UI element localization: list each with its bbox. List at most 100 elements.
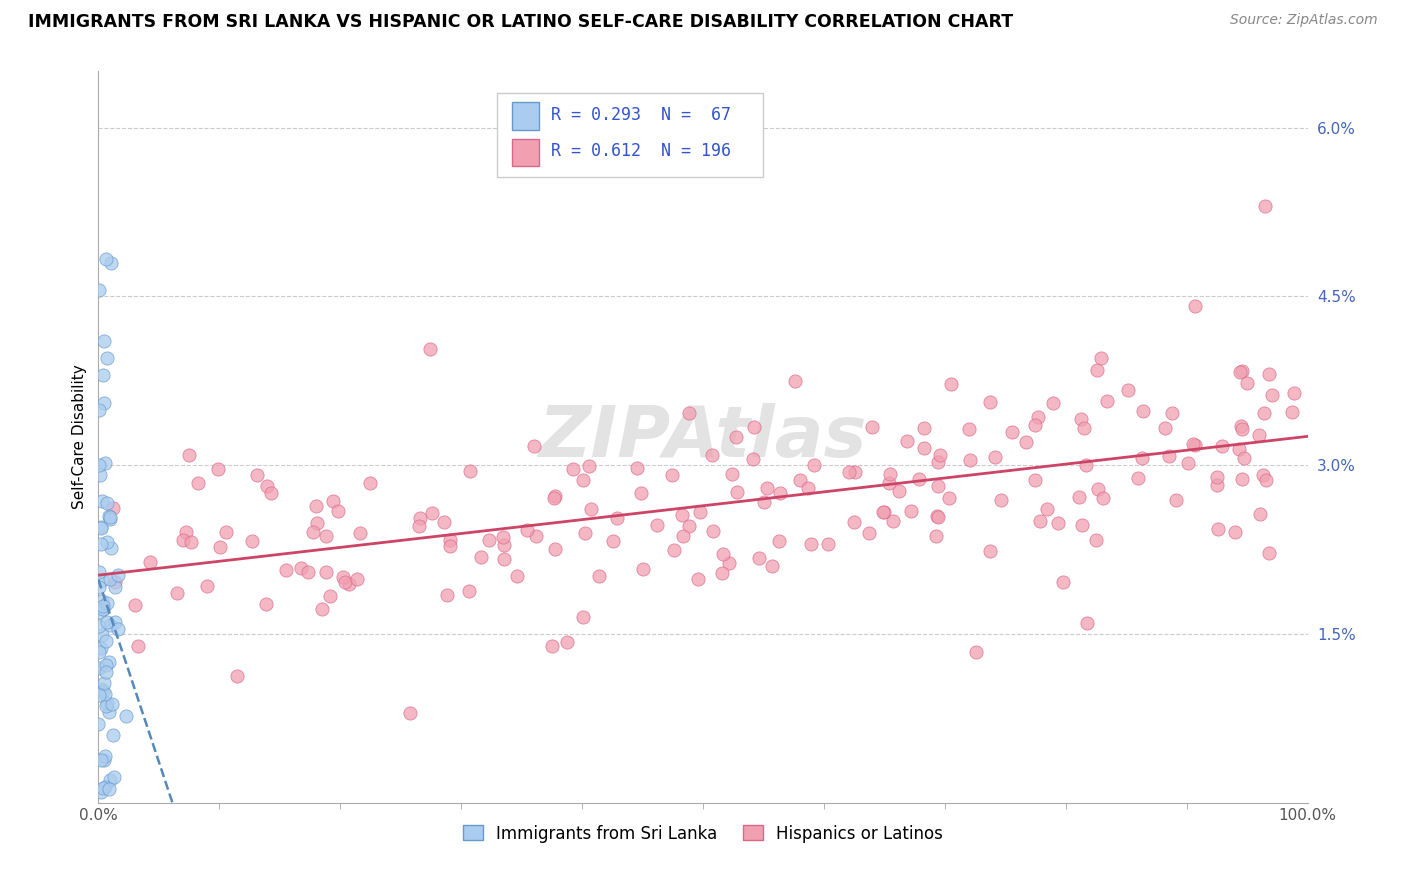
Point <box>1184 438 1206 452</box>
Point <box>544 541 567 556</box>
Point <box>214 524 236 539</box>
Point <box>333 575 356 590</box>
Point <box>89 619 111 633</box>
Point <box>1230 472 1253 486</box>
Point <box>1076 458 1098 472</box>
Point <box>177 448 200 462</box>
Point <box>908 472 931 486</box>
Point <box>872 505 894 519</box>
Point <box>769 486 792 500</box>
Point <box>689 504 711 518</box>
Point <box>98 572 121 586</box>
Point <box>89 521 111 535</box>
Point <box>172 533 194 548</box>
Point <box>1284 386 1306 401</box>
Point <box>94 698 117 713</box>
Point <box>1236 376 1258 390</box>
Point <box>562 462 585 476</box>
Point <box>139 555 162 569</box>
Point <box>858 525 880 540</box>
Point <box>208 541 231 555</box>
Point <box>104 581 127 595</box>
Point <box>1229 365 1251 379</box>
Point <box>555 634 578 648</box>
Point <box>1254 199 1277 213</box>
Point <box>94 252 117 266</box>
Point <box>543 491 565 506</box>
Point <box>688 572 710 586</box>
Point <box>838 465 860 479</box>
Point <box>1159 449 1181 463</box>
Point <box>1071 518 1094 533</box>
Point <box>96 696 118 710</box>
Point <box>315 566 337 580</box>
Point <box>101 501 124 516</box>
Point <box>588 569 610 583</box>
Point <box>882 514 904 528</box>
Point <box>1073 421 1095 435</box>
Point <box>979 544 1001 558</box>
Point <box>626 461 648 475</box>
Point <box>98 782 121 797</box>
Point <box>925 509 948 524</box>
Point <box>844 465 866 479</box>
Point <box>929 448 952 462</box>
Point <box>398 706 420 720</box>
Point <box>540 640 562 654</box>
Point <box>419 343 441 357</box>
Point <box>574 525 596 540</box>
Point <box>91 780 114 795</box>
Point <box>1160 406 1182 420</box>
Point <box>678 406 700 420</box>
Point <box>91 368 114 383</box>
Point <box>1116 383 1139 397</box>
Point <box>879 467 901 482</box>
Point <box>1126 470 1149 484</box>
Point <box>1251 468 1274 483</box>
Point <box>702 524 724 538</box>
Point <box>1153 421 1175 435</box>
Point <box>630 486 652 500</box>
Point <box>1069 490 1091 504</box>
Point <box>1206 470 1229 484</box>
Point <box>768 533 790 548</box>
Point <box>94 665 117 680</box>
Point <box>332 570 354 584</box>
Point <box>645 517 668 532</box>
Point <box>1087 363 1109 377</box>
Point <box>927 509 949 524</box>
Point <box>752 494 775 508</box>
Point <box>89 467 111 482</box>
Point <box>1095 394 1118 409</box>
Point <box>98 509 121 524</box>
Point <box>226 668 249 682</box>
Point <box>1084 533 1107 547</box>
Point <box>89 605 111 619</box>
Point <box>661 467 683 482</box>
Point <box>1230 422 1253 436</box>
Point <box>87 458 110 473</box>
Point <box>572 474 595 488</box>
Point <box>803 458 825 473</box>
Point <box>96 351 118 365</box>
Point <box>1052 574 1074 589</box>
Point <box>94 633 117 648</box>
Point <box>101 728 124 742</box>
Point <box>98 705 121 719</box>
Point <box>315 529 337 543</box>
Point <box>180 535 202 549</box>
Text: R = 0.612  N = 196: R = 0.612 N = 196 <box>551 143 731 161</box>
Point <box>579 501 602 516</box>
Point <box>87 403 110 417</box>
Point <box>984 450 1007 465</box>
Point <box>664 542 686 557</box>
Point <box>873 505 896 519</box>
Point <box>725 485 748 500</box>
Point <box>1015 434 1038 449</box>
Point <box>98 618 121 632</box>
Point <box>523 439 546 453</box>
Point <box>860 420 883 434</box>
Point <box>100 255 122 269</box>
Point <box>671 508 693 522</box>
Point <box>93 334 115 349</box>
